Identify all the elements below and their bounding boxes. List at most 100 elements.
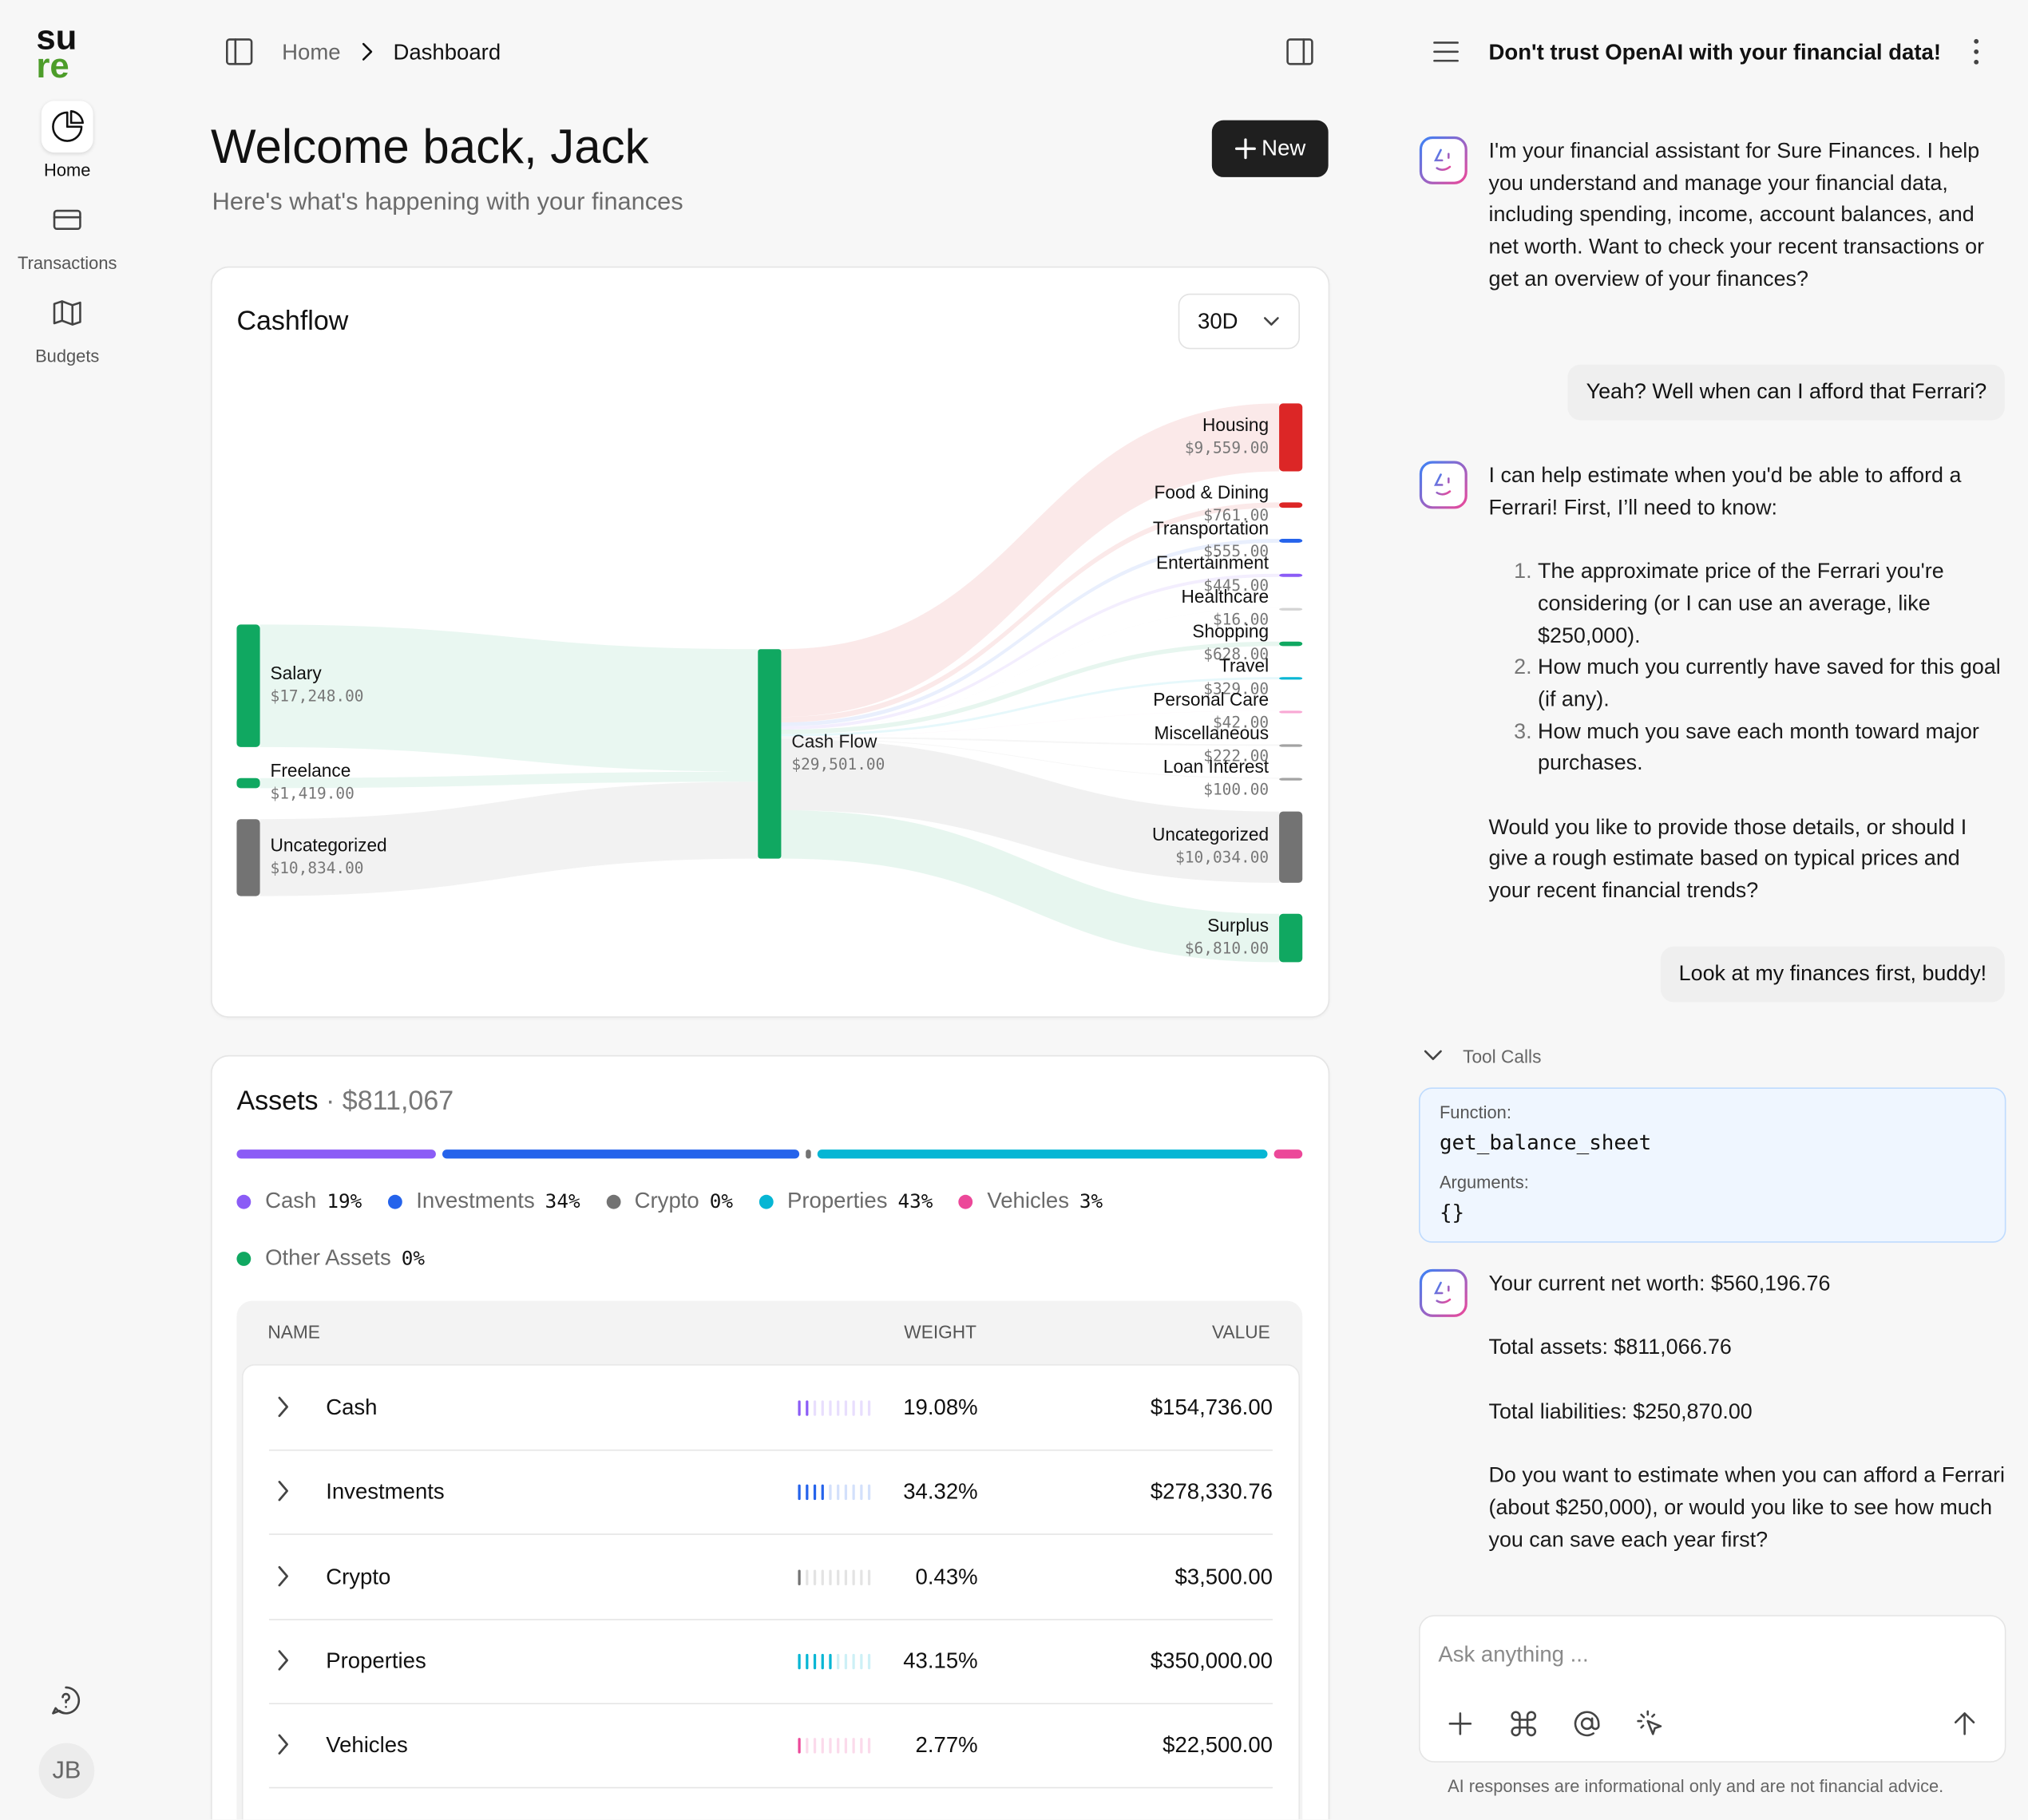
tool-calls-label[interactable]: Tool Calls <box>1463 1046 1542 1067</box>
select-button[interactable] <box>1636 1710 1665 1739</box>
node-name: Transportation <box>1153 517 1269 538</box>
arguments-label: Arguments: <box>1439 1173 1529 1193</box>
node-name: Uncategorized <box>1152 824 1269 845</box>
target-node <box>1279 607 1303 611</box>
node-name: Salary <box>271 663 323 683</box>
asset-weight: 0.43% <box>915 1564 978 1589</box>
expand-icon[interactable] <box>275 1648 291 1678</box>
message-paragraph: I can help estimate when you'd be able t… <box>1488 462 1962 520</box>
chat-toggle[interactable] <box>1285 38 1314 66</box>
weight-tick <box>844 1653 848 1670</box>
table-row[interactable]: Properties 43.15% $350,000.00 <box>244 1620 1299 1704</box>
welcome-subtitle: Here's what's happening with your financ… <box>212 188 683 216</box>
list-item: How much you save each month toward majo… <box>1538 716 2006 780</box>
chat-options[interactable] <box>1966 36 1986 67</box>
allocation-segment <box>817 1149 1267 1159</box>
target-node <box>1279 403 1303 472</box>
budgets-icon[interactable] <box>52 298 83 329</box>
node-value: $1,419.00 <box>271 784 355 802</box>
target-node <box>1279 573 1303 577</box>
chat-input[interactable]: Ask anything ... <box>1419 1615 2006 1763</box>
legend-item: Properties 43% <box>759 1187 933 1216</box>
nav-transactions[interactable]: Transactions <box>18 253 117 273</box>
function-name: get_balance_sheet <box>1439 1130 1652 1155</box>
cashflow-title: Cashflow <box>236 306 349 337</box>
nav-budgets[interactable]: Budgets <box>35 346 100 366</box>
weight-tick <box>829 1653 832 1670</box>
col-weight: WEIGHT <box>904 1321 977 1343</box>
target-node <box>1279 710 1303 714</box>
legend-item: Vehicles 3% <box>958 1187 1103 1216</box>
node-value: $329.00 <box>1203 679 1269 698</box>
legend-dot <box>759 1193 774 1209</box>
weight-tick <box>860 1569 863 1585</box>
weight-bar <box>798 1485 871 1501</box>
attach-button[interactable] <box>1446 1710 1475 1739</box>
source-node <box>236 624 260 747</box>
node-value: $16.00 <box>1213 611 1269 629</box>
weight-tick <box>852 1485 855 1501</box>
tool-call-box: Function: get_balance_sheet Arguments: {… <box>1419 1087 2006 1243</box>
expand-icon[interactable] <box>275 1395 291 1425</box>
period-select[interactable]: 30D <box>1178 293 1300 350</box>
allocation-segment <box>442 1149 800 1159</box>
help-icon[interactable] <box>50 1685 81 1716</box>
node-value: $222.00 <box>1203 746 1269 765</box>
chat-menu[interactable] <box>1432 39 1460 65</box>
flow <box>781 677 1280 737</box>
weight-tick <box>844 1485 848 1501</box>
weight-tick <box>813 1485 817 1501</box>
legend-dot <box>605 1193 620 1209</box>
send-button[interactable] <box>1951 1710 1979 1739</box>
weight-tick <box>806 1400 809 1416</box>
row-separator <box>268 1787 1273 1789</box>
assets-total: · $811,067 <box>326 1086 454 1116</box>
legend-dot <box>387 1193 402 1209</box>
table-row[interactable]: Crypto 0.43% $3,500.00 <box>244 1536 1299 1620</box>
avatar[interactable]: JB <box>38 1743 95 1799</box>
node-value: $628.00 <box>1203 645 1269 663</box>
row-separator <box>268 1703 1273 1704</box>
table-row[interactable]: Investments 34.32% $278,330.76 <box>244 1451 1299 1536</box>
expand-icon[interactable] <box>275 1733 291 1763</box>
weight-tick <box>806 1653 809 1670</box>
allocation-bar <box>236 1149 1303 1159</box>
assistant-avatar <box>1419 1268 1468 1324</box>
weight-tick <box>860 1738 863 1754</box>
source-node <box>236 777 260 789</box>
tool-toggle[interactable] <box>1421 1046 1444 1066</box>
flow <box>781 641 1280 734</box>
expand-icon[interactable] <box>275 1564 291 1593</box>
list-item: The approximate price of the Ferrari you… <box>1538 556 2006 652</box>
sidebar-toggle[interactable] <box>225 38 254 66</box>
node-name: Personal Care <box>1153 689 1269 710</box>
home-icon[interactable] <box>41 101 93 153</box>
node-name: Surplus <box>1207 915 1269 936</box>
flow <box>781 710 1280 737</box>
expand-icon[interactable] <box>275 1480 291 1509</box>
command-button[interactable] <box>1509 1710 1538 1739</box>
nav-home[interactable]: Home <box>44 160 91 180</box>
period-label: 30D <box>1198 309 1238 334</box>
node-name: Entertainment <box>1156 552 1269 573</box>
message-paragraph: Your current net worth: $560,196.76 <box>1488 1271 1831 1296</box>
table-row[interactable]: Cash 19.08% $154,736.00 <box>244 1367 1299 1451</box>
flow <box>259 771 759 789</box>
breadcrumb-home[interactable]: Home <box>282 40 341 65</box>
logo[interactable]: su re <box>34 23 101 83</box>
transactions-icon[interactable] <box>52 204 83 235</box>
weight-tick <box>829 1738 832 1754</box>
weight-tick <box>821 1738 824 1754</box>
new-button[interactable]: New <box>1211 120 1329 177</box>
table-row[interactable]: Vehicles 2.77% $22,500.00 <box>244 1704 1299 1789</box>
table-body: Cash 19.08% $154,736.00 Investments 34.32% $2… <box>241 1363 1300 1820</box>
legend-dot <box>958 1193 973 1209</box>
weight-tick <box>867 1738 871 1754</box>
node-name: Travel <box>1219 655 1269 676</box>
asset-value: $278,330.76 <box>1150 1479 1273 1505</box>
mention-button[interactable] <box>1573 1710 1602 1739</box>
legend-value: 0% <box>709 1189 733 1213</box>
breadcrumb-sep <box>362 42 373 61</box>
user-message: Yeah? Well when can I afford that Ferrar… <box>1567 364 2005 420</box>
welcome-title: Welcome back, Jack <box>211 120 649 174</box>
